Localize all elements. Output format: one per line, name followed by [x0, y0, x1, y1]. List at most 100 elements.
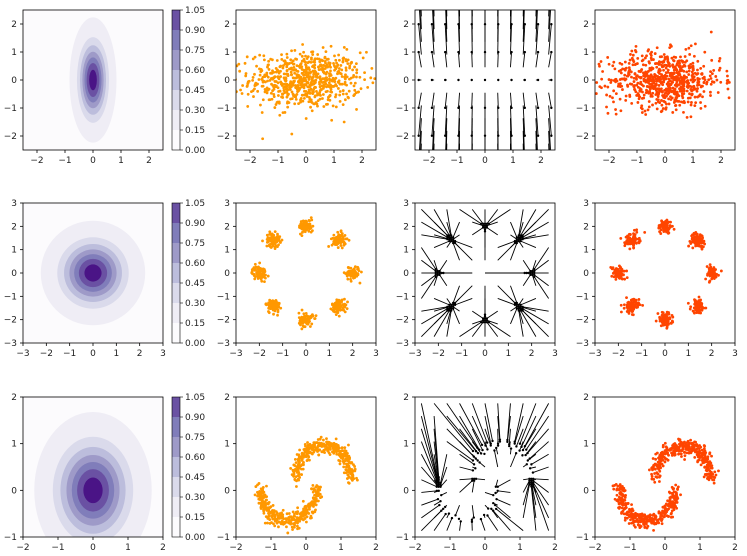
vector-arrow	[525, 415, 550, 450]
scatter-point	[653, 52, 657, 55]
vector-head	[528, 479, 531, 482]
scatter-point	[333, 54, 336, 58]
scatter-point	[680, 86, 684, 90]
vector-arrow	[510, 52, 512, 68]
scatter-point	[323, 79, 327, 83]
scatter-point	[371, 81, 375, 85]
scatter-point	[272, 76, 276, 80]
vector-head	[519, 307, 522, 310]
scatter-point	[301, 43, 305, 46]
scatter-point	[627, 62, 631, 65]
vector-arrow	[421, 234, 448, 240]
scatter-point	[319, 485, 322, 489]
vector-arrow	[535, 143, 537, 150]
scatter-point	[300, 321, 303, 324]
vector-head	[531, 269, 534, 273]
vector-arrow	[531, 260, 537, 272]
vector-head	[470, 106, 473, 110]
scatter-point	[301, 514, 304, 517]
scatter-point	[672, 55, 676, 59]
y-tick-label: −2	[576, 132, 589, 142]
scatter-point	[350, 468, 353, 472]
scatter-point	[707, 271, 711, 274]
vector-head	[494, 507, 498, 511]
scatter-point	[664, 319, 668, 323]
scatter-point	[290, 61, 294, 65]
scatter-point	[725, 69, 729, 73]
scatter-point	[625, 303, 629, 307]
scatter-point	[648, 85, 652, 89]
scatter-point	[620, 62, 624, 66]
scatter-point	[297, 102, 300, 106]
scatter-point	[284, 85, 288, 89]
scatter-point	[324, 90, 328, 94]
scatter-point	[266, 274, 270, 278]
density-contours	[69, 17, 117, 143]
vector-head	[521, 309, 524, 312]
scatter-point	[287, 521, 290, 524]
scatter-points	[611, 437, 720, 532]
scatter-point	[339, 64, 343, 67]
vector-arrow	[433, 500, 441, 506]
scatter-point	[694, 235, 698, 239]
scatter-point	[607, 62, 611, 66]
scatter-point	[328, 64, 331, 68]
scatter-point	[351, 269, 355, 273]
scatter-point	[347, 266, 351, 270]
vector-head	[470, 78, 473, 82]
vector-arrow	[533, 259, 549, 272]
scatter-point	[668, 46, 672, 49]
vector-arrow	[433, 274, 439, 286]
vector-arrow	[454, 242, 473, 261]
scatter-point	[323, 84, 326, 88]
scatter-point	[265, 233, 269, 237]
colorbar-segment	[172, 130, 180, 150]
vector-head	[453, 301, 457, 305]
scatter-point	[685, 89, 689, 93]
scatter-point	[666, 452, 669, 456]
scatter-point	[294, 57, 297, 61]
scatter-point	[343, 98, 347, 102]
scatter-point	[654, 62, 657, 65]
vector-arrow	[433, 221, 450, 238]
y-tick-label: −1	[396, 533, 409, 543]
scatter-point	[640, 54, 644, 58]
scatter-point	[657, 464, 661, 468]
scatter-point	[337, 87, 340, 90]
scatter-point	[703, 50, 707, 54]
scatter-point	[671, 224, 674, 228]
y-tick-label: 0	[583, 269, 589, 279]
scatter-point	[340, 246, 344, 250]
scatter-point	[307, 506, 311, 509]
y-tick-label: 1	[11, 440, 17, 450]
scatter-point	[253, 55, 257, 59]
scatter-point	[304, 117, 308, 120]
vector-arrow	[458, 105, 460, 136]
scatter-point	[653, 472, 657, 475]
scatter-point	[691, 80, 695, 84]
scatter-point	[614, 108, 617, 111]
scatter-point	[638, 87, 642, 90]
y-tick-label: −2	[396, 132, 409, 142]
vector-arrow	[420, 130, 422, 150]
scatter-point	[651, 103, 654, 107]
scatter-point	[343, 297, 346, 301]
scatter-point	[257, 265, 260, 269]
scatter-point	[620, 310, 623, 314]
scatter-point	[289, 70, 293, 74]
scatter-point	[288, 515, 292, 519]
vector-arrow	[433, 234, 450, 240]
y-tick-label: 0	[583, 76, 589, 86]
scatter-point	[253, 72, 256, 76]
scatter-point	[293, 477, 297, 481]
scatter-point	[270, 514, 274, 517]
x-tick-label: −1	[264, 543, 277, 553]
x-tick-label: −1	[443, 543, 456, 553]
vector-arrow	[533, 274, 549, 287]
colorbar-tick-label: 0.00	[185, 533, 205, 543]
scatter-point	[606, 85, 610, 89]
scatter-point	[655, 65, 659, 69]
scatter-point	[296, 524, 299, 528]
scatter-point	[295, 453, 299, 456]
y-tick-label: 0	[11, 269, 17, 279]
